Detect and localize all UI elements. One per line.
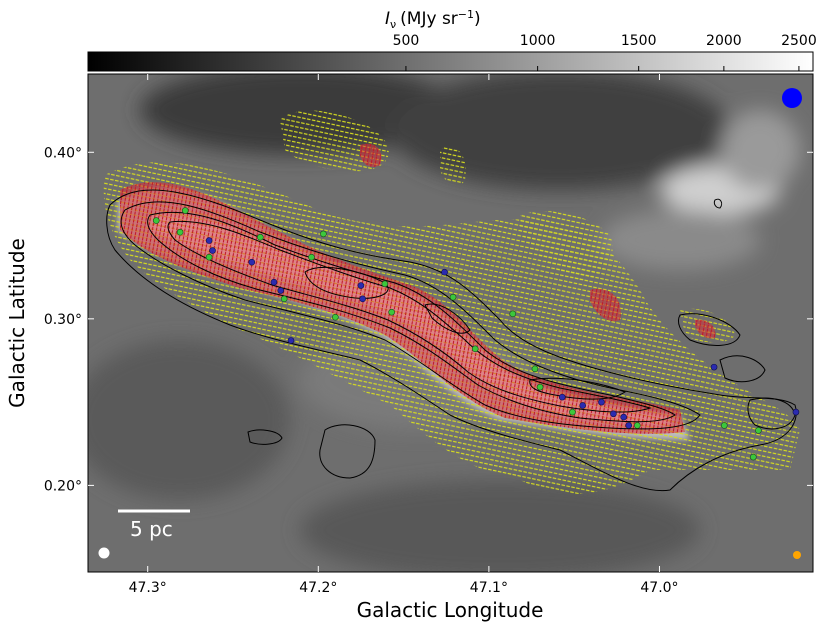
green-source-point <box>449 293 457 301</box>
green-source-point <box>536 383 544 391</box>
colorbar-tick-label: 500 <box>393 33 420 49</box>
green-source-point <box>256 233 264 241</box>
green-source-point <box>205 253 213 261</box>
blue-source-point <box>558 393 566 401</box>
green-source-point <box>509 310 517 318</box>
blue-source-point <box>205 237 213 244</box>
blue-source-point <box>357 282 365 289</box>
green-source-point <box>320 230 327 238</box>
colorbar-tick-label: 1500 <box>621 33 657 49</box>
blue-source-point <box>610 410 617 418</box>
y-axis-ticks: 0.40° 0.30° 0.20° <box>44 145 813 494</box>
blue-source-point <box>248 258 256 266</box>
column-density-contours <box>106 189 797 492</box>
x-tick-label: 47.3° <box>129 580 167 596</box>
blue-source-point <box>270 278 278 286</box>
x-axis-label: Galactic Longitude <box>357 598 544 622</box>
blue-source-point <box>579 402 587 409</box>
green-source-point <box>308 253 315 261</box>
orange-beam-marker <box>793 551 801 559</box>
green-source-point <box>633 422 641 429</box>
scale-bar-label: 5 pc <box>130 517 173 541</box>
y-tick-label: 0.40° <box>44 145 82 161</box>
colorbar-tick-label: 2000 <box>706 33 742 49</box>
colorbar-gradient <box>87 51 814 72</box>
colorbar: Iν (MJy sr−1) 500 1000 1500 2000 2500 <box>87 8 817 72</box>
blue-source-point <box>287 337 295 344</box>
plot-frame <box>87 73 814 573</box>
y-tick-label: 0.20° <box>44 478 82 494</box>
green-source-point <box>531 365 539 373</box>
blue-source-point <box>359 295 366 303</box>
x-tick-label: 47.0° <box>640 580 678 596</box>
green-source-point <box>388 308 395 316</box>
y-axis-label: Galactic Latitude <box>5 238 29 408</box>
green-source-point <box>569 408 576 416</box>
blue-source-markers <box>205 237 800 429</box>
colorbar-tick-label: 2500 <box>781 33 817 49</box>
green-source-point <box>381 280 389 288</box>
colorbar-ticks: 500 1000 1500 2000 2500 <box>393 33 817 71</box>
blue-beam-marker <box>782 88 802 108</box>
x-axis-ticks: 47.3° 47.2° 47.1° 47.0° <box>129 74 679 596</box>
colorbar-tick-label: 1000 <box>520 33 556 49</box>
colorbar-label: Iν (MJy sr−1) <box>385 8 481 31</box>
blue-source-point <box>625 422 633 429</box>
green-source-point <box>280 295 288 303</box>
green-source-point <box>332 313 339 321</box>
blue-source-point <box>620 413 627 421</box>
green-source-point <box>152 217 160 224</box>
green-source-point <box>749 453 757 461</box>
green-source-point <box>755 427 762 434</box>
blue-source-point <box>209 247 216 254</box>
white-beam-marker <box>98 547 110 559</box>
green-source-point <box>720 422 728 429</box>
blue-source-point <box>792 408 800 416</box>
green-source-point <box>181 207 189 214</box>
green-source-point <box>471 345 479 353</box>
blue-source-point <box>710 363 718 371</box>
x-tick-label: 47.2° <box>299 580 337 596</box>
y-tick-label: 0.30° <box>44 312 82 328</box>
intensity-map: 5 pc <box>88 74 813 572</box>
x-tick-label: 47.1° <box>470 580 508 596</box>
blue-source-point <box>277 287 285 294</box>
blue-source-point <box>441 268 448 276</box>
green-source-markers <box>152 207 762 461</box>
red-vectors <box>120 143 716 434</box>
green-source-point <box>176 228 184 236</box>
blue-source-point <box>598 398 605 406</box>
